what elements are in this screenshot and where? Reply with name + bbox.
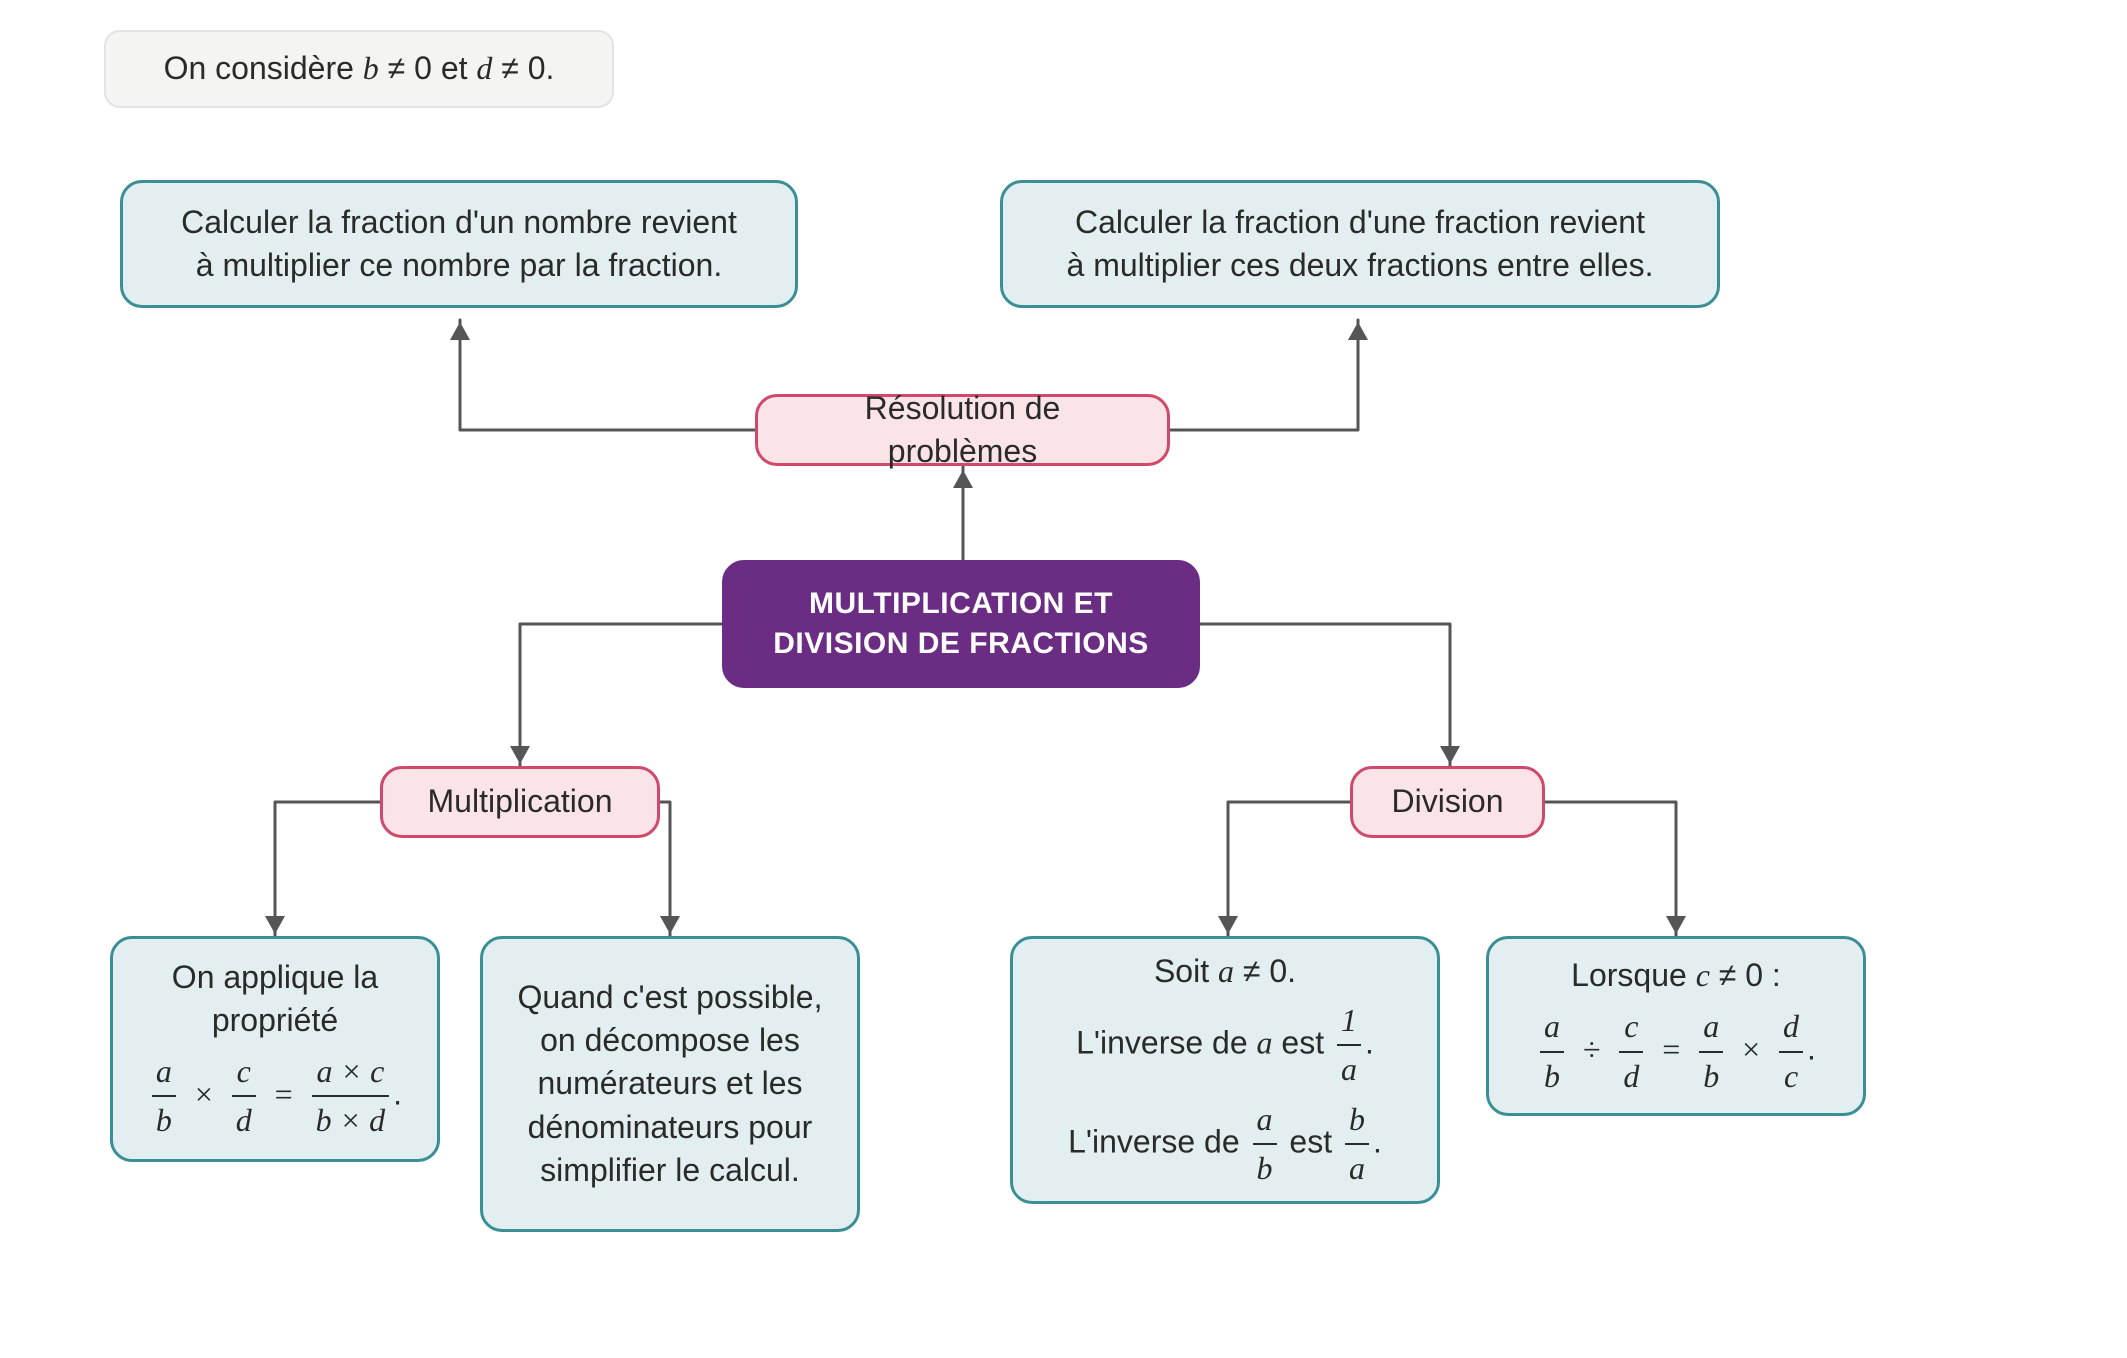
div-left-line1: Soit a ≠ 0.	[1068, 950, 1382, 993]
div-right-line1: Lorsque c ≠ 0 :	[1536, 954, 1816, 997]
root-line1: MULTIPLICATION ET	[773, 584, 1149, 625]
resolution-label: Résolution de problèmes	[786, 387, 1139, 473]
mult-right-line1: Quand c'est possible,	[518, 976, 823, 1019]
multiplication-label: Multiplication	[428, 780, 613, 823]
res-left-line2: à multiplier ce nombre par la fraction.	[181, 244, 737, 287]
note-suffix: ≠ 0.	[501, 50, 554, 86]
res-right-line2: à multiplier ces deux fractions entre el…	[1067, 244, 1654, 287]
div-right-formula: ab ÷ cd = ab × dc.	[1536, 1005, 1816, 1097]
mult-simplify-box: Quand c'est possible, on décompose les n…	[480, 936, 860, 1232]
resolution-left-box: Calculer la fraction d'un nombre revient…	[120, 180, 798, 308]
div-left-line3: L'inverse de ab est ba.	[1068, 1098, 1382, 1190]
multiplication-node: Multiplication	[380, 766, 660, 838]
diagram-stage: On considère b ≠ 0 et d ≠ 0. Calculer la…	[0, 0, 2127, 1358]
mult-right-line3: numérateurs et les	[518, 1062, 823, 1105]
mult-formula: ab × cd = a × cb × d.	[148, 1050, 402, 1142]
note-var-b: b	[363, 50, 379, 86]
div-inverse-box: Soit a ≠ 0. L'inverse de a est 1a. L'inv…	[1010, 936, 1440, 1204]
note-neq1: ≠ 0 et	[388, 50, 477, 86]
resolution-right-box: Calculer la fraction d'une fraction revi…	[1000, 180, 1720, 308]
res-right-line1: Calculer la fraction d'une fraction revi…	[1067, 201, 1654, 244]
resolution-node: Résolution de problèmes	[755, 394, 1170, 466]
div-left-line2: L'inverse de a est 1a.	[1068, 999, 1382, 1091]
mult-right-line2: on décompose les	[518, 1019, 823, 1062]
note-var-d: d	[476, 50, 492, 86]
div-formula-box: Lorsque c ≠ 0 : ab ÷ cd = ab × dc.	[1486, 936, 1866, 1116]
mult-right-line5: simplifier le calcul.	[518, 1149, 823, 1192]
division-label: Division	[1391, 780, 1503, 823]
res-left-line1: Calculer la fraction d'un nombre revient	[181, 201, 737, 244]
mult-right-line4: dénominateurs pour	[518, 1106, 823, 1149]
mult-left-line2: propriété	[148, 999, 402, 1042]
mult-property-box: On applique la propriété ab × cd = a × c…	[110, 936, 440, 1162]
note-prefix: On considère	[164, 50, 363, 86]
root-node: MULTIPLICATION ET DIVISION DE FRACTIONS	[722, 560, 1200, 688]
division-node: Division	[1350, 766, 1545, 838]
root-line2: DIVISION DE FRACTIONS	[773, 624, 1149, 665]
assumption-note: On considère b ≠ 0 et d ≠ 0.	[104, 30, 614, 108]
mult-left-line1: On applique la	[148, 956, 402, 999]
